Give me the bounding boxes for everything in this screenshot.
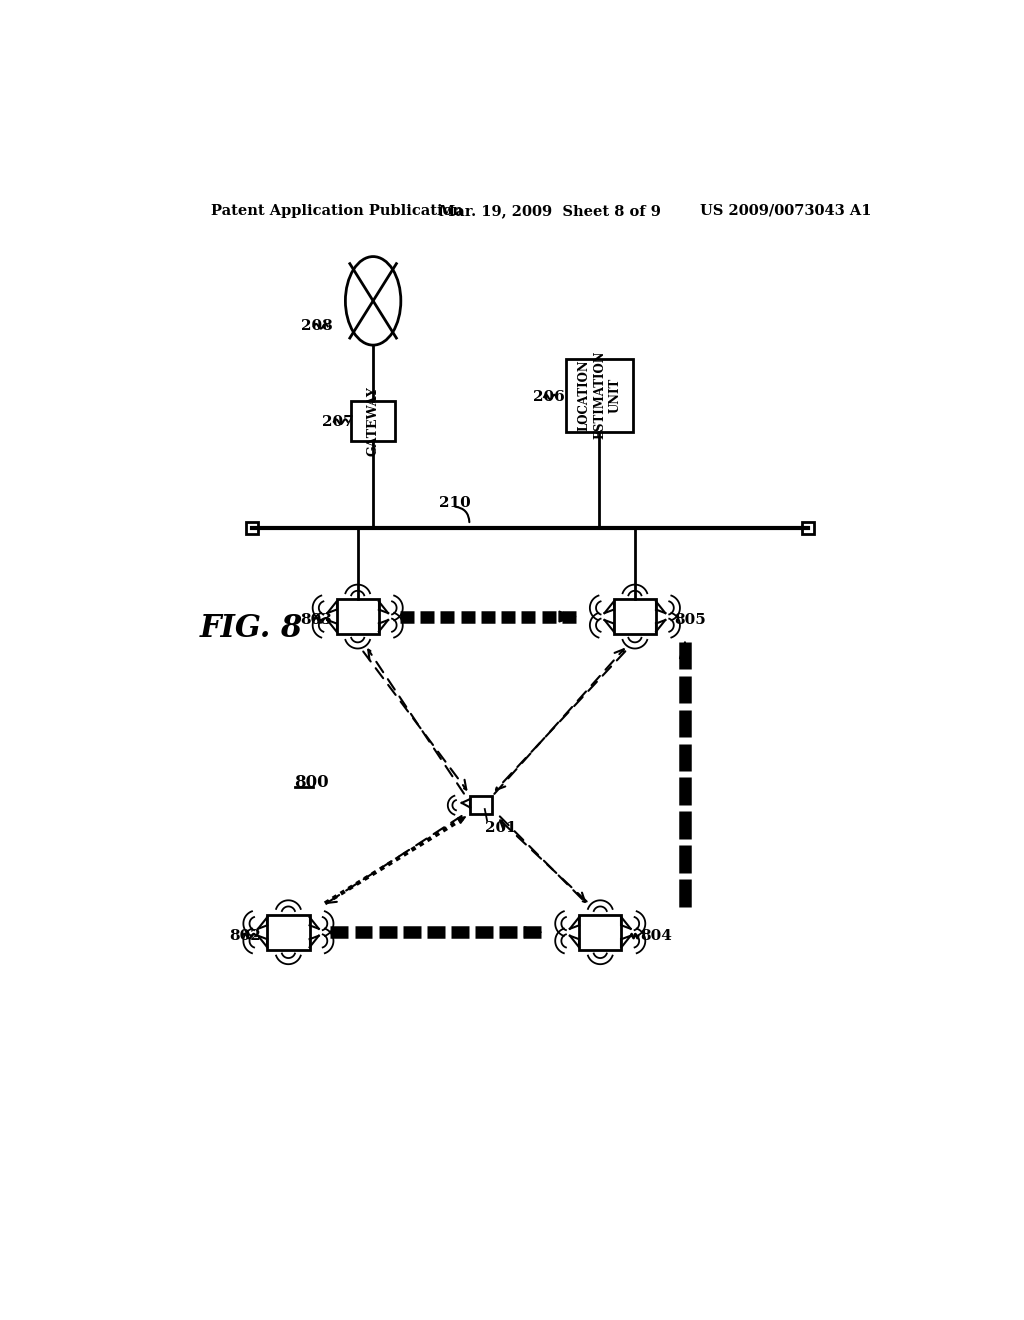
Text: 208: 208 xyxy=(301,319,333,333)
Bar xyxy=(267,915,309,949)
Bar xyxy=(613,599,656,634)
Text: Mar. 19, 2009  Sheet 8 of 9: Mar. 19, 2009 Sheet 8 of 9 xyxy=(438,203,660,218)
Text: 800: 800 xyxy=(295,774,329,791)
Text: 803: 803 xyxy=(300,614,332,627)
Bar xyxy=(351,401,395,441)
Text: 201: 201 xyxy=(484,821,516,836)
Text: 210: 210 xyxy=(438,496,470,511)
Bar xyxy=(247,523,258,533)
Text: US 2009/0073043 A1: US 2009/0073043 A1 xyxy=(700,203,871,218)
Text: 207: 207 xyxy=(322,414,353,429)
Polygon shape xyxy=(680,642,690,659)
Text: 206: 206 xyxy=(532,391,564,404)
Text: 804: 804 xyxy=(640,929,672,942)
Polygon shape xyxy=(458,817,466,824)
Bar xyxy=(470,796,492,814)
Text: 802: 802 xyxy=(229,929,261,942)
Text: LOCATION
ESTIMATION
UNIT: LOCATION ESTIMATION UNIT xyxy=(577,351,622,440)
Text: 805: 805 xyxy=(675,614,707,627)
Polygon shape xyxy=(524,927,542,937)
Text: Patent Application Publication: Patent Application Publication xyxy=(211,203,464,218)
Bar xyxy=(580,915,622,949)
Polygon shape xyxy=(559,611,577,622)
Bar xyxy=(803,523,814,533)
Text: FIG. 8: FIG. 8 xyxy=(200,612,303,644)
Bar xyxy=(337,599,379,634)
Bar xyxy=(565,359,634,432)
Text: GATEWAY: GATEWAY xyxy=(367,385,380,455)
